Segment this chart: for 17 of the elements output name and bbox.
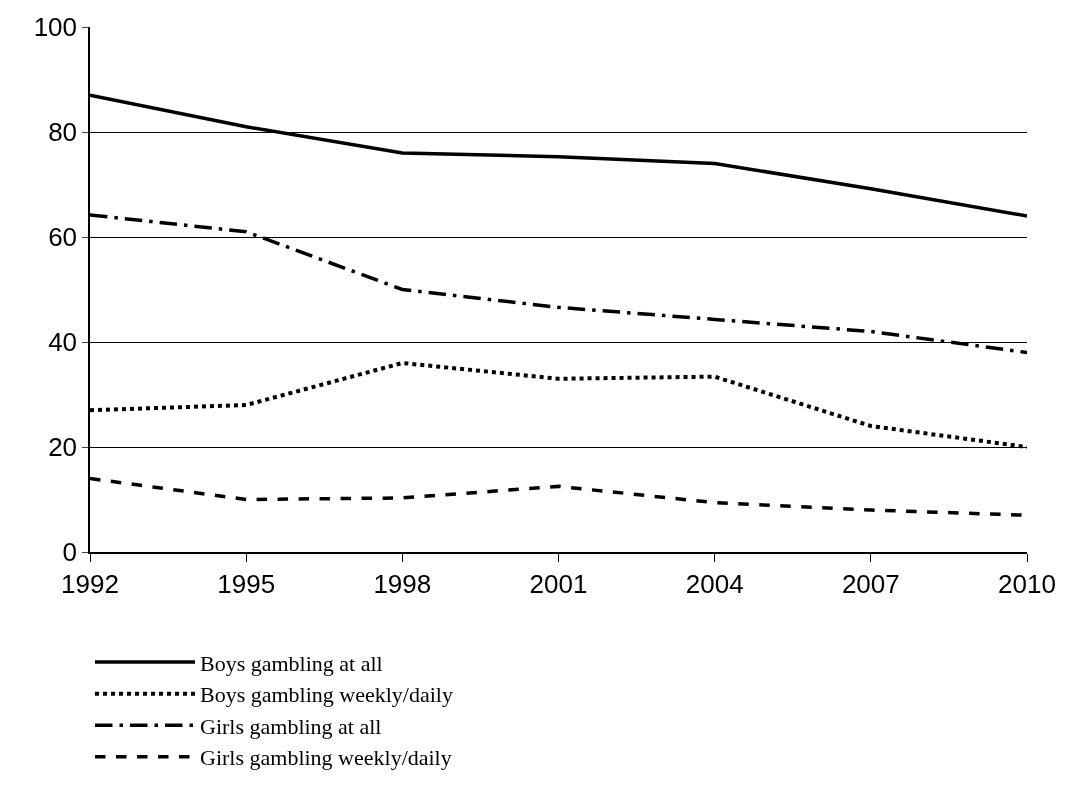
y-tick-label: 100 xyxy=(33,12,78,43)
x-tick-label: 1992 xyxy=(61,568,119,599)
x-tick-label: 1995 xyxy=(217,568,276,599)
y-tick-label: 60 xyxy=(48,222,78,253)
legend-label: Boys gambling at all xyxy=(200,650,383,676)
y-tick-label: 80 xyxy=(48,117,78,148)
x-tick-label: 2001 xyxy=(529,568,588,599)
y-tick-label: 20 xyxy=(48,432,78,463)
y-tick-label: 40 xyxy=(48,327,78,358)
legend-label: Boys gambling weekly/daily xyxy=(200,682,453,708)
x-tick-label: 2010 xyxy=(998,568,1056,599)
x-tick-label: 2007 xyxy=(841,568,900,599)
legend-label: Girls gambling at all xyxy=(200,713,382,739)
legend-label: Girls gambling weekly/daily xyxy=(200,745,452,771)
x-tick-label: 1998 xyxy=(373,568,432,599)
y-tick-label: 0 xyxy=(62,537,78,568)
x-tick-label: 2004 xyxy=(685,568,744,599)
